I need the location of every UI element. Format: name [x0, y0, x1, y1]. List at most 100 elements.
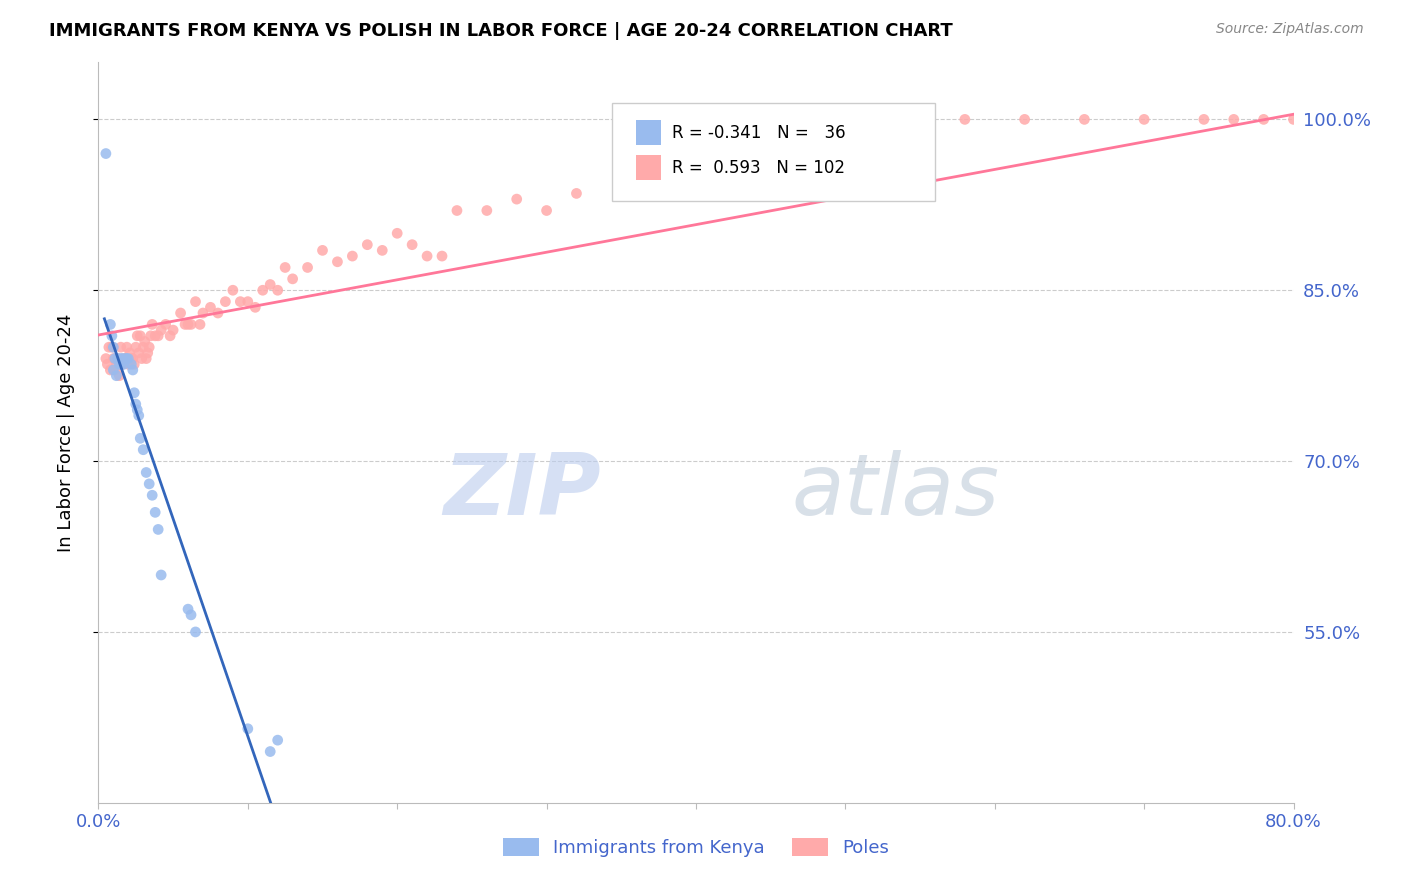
- Point: [110, 357, 132, 371]
- Point: [111, 351, 134, 366]
- Point: [191, 306, 214, 320]
- Point: [1298, 112, 1320, 127]
- Point: [1327, 112, 1350, 127]
- Point: [267, 283, 290, 297]
- Text: R = -0.341   N =   36: R = -0.341 N = 36: [672, 124, 845, 142]
- Point: [565, 186, 588, 201]
- Point: [245, 301, 267, 315]
- Point: [108, 357, 131, 371]
- Point: [132, 340, 155, 354]
- Point: [162, 323, 184, 337]
- Point: [94, 351, 117, 366]
- Point: [129, 431, 152, 445]
- Point: [267, 733, 290, 747]
- Point: [101, 340, 124, 354]
- Point: [401, 237, 423, 252]
- Point: [207, 306, 229, 320]
- Text: Source: ZipAtlas.com: Source: ZipAtlas.com: [1216, 22, 1364, 37]
- Point: [103, 363, 125, 377]
- Text: ZIP: ZIP: [443, 450, 600, 533]
- Point: [1343, 112, 1365, 127]
- Point: [136, 346, 159, 360]
- Point: [96, 357, 118, 371]
- Point: [894, 112, 917, 127]
- Point: [107, 351, 129, 366]
- Point: [536, 203, 558, 218]
- Point: [135, 466, 157, 480]
- Point: [1253, 112, 1275, 127]
- Point: [342, 249, 364, 263]
- Point: [180, 607, 202, 622]
- Point: [127, 328, 149, 343]
- Point: [117, 357, 139, 371]
- Point: [229, 294, 252, 309]
- Point: [103, 340, 125, 354]
- Point: [105, 368, 128, 383]
- Point: [714, 135, 737, 149]
- Point: [1282, 112, 1305, 127]
- Point: [1014, 112, 1036, 127]
- Point: [1133, 112, 1156, 127]
- Point: [1192, 112, 1215, 127]
- Point: [326, 254, 349, 268]
- Point: [103, 351, 125, 366]
- Point: [259, 745, 281, 759]
- Point: [101, 328, 124, 343]
- Point: [252, 283, 274, 297]
- Point: [129, 328, 152, 343]
- Point: [775, 112, 797, 127]
- Point: [610, 169, 633, 184]
- Point: [174, 318, 197, 332]
- Point: [141, 318, 163, 332]
- Point: [125, 340, 148, 354]
- Point: [184, 624, 207, 639]
- Point: [150, 323, 173, 337]
- Point: [118, 346, 141, 360]
- Point: [128, 346, 150, 360]
- Point: [124, 385, 146, 400]
- Point: [356, 237, 378, 252]
- Point: [104, 363, 127, 377]
- Point: [184, 294, 207, 309]
- Point: [97, 340, 120, 354]
- Point: [107, 351, 129, 366]
- Point: [115, 340, 138, 354]
- Point: [416, 249, 439, 263]
- Point: [112, 357, 135, 371]
- Point: [655, 158, 678, 172]
- Point: [112, 351, 135, 366]
- Point: [1402, 112, 1406, 127]
- Point: [132, 442, 155, 457]
- Point: [430, 249, 453, 263]
- Point: [134, 334, 156, 349]
- Point: [143, 505, 166, 519]
- Point: [98, 363, 122, 377]
- Point: [385, 227, 409, 241]
- Point: [131, 351, 153, 366]
- Point: [143, 328, 166, 343]
- Point: [128, 409, 150, 423]
- Point: [124, 357, 146, 371]
- Point: [506, 192, 529, 206]
- Point: [236, 294, 259, 309]
- Point: [1357, 112, 1379, 127]
- Point: [148, 523, 170, 537]
- Point: [139, 328, 162, 343]
- Point: [371, 244, 394, 258]
- Point: [446, 203, 468, 218]
- Text: atlas: atlas: [792, 450, 1000, 533]
- Point: [155, 318, 177, 332]
- Point: [188, 318, 211, 332]
- Point: [115, 351, 138, 366]
- Point: [159, 328, 181, 343]
- Point: [121, 363, 143, 377]
- Point: [180, 318, 202, 332]
- Point: [135, 351, 157, 366]
- Point: [222, 283, 245, 297]
- Point: [110, 340, 132, 354]
- Point: [1223, 112, 1246, 127]
- Point: [281, 272, 304, 286]
- Point: [114, 351, 136, 366]
- Point: [138, 340, 160, 354]
- Text: IMMIGRANTS FROM KENYA VS POLISH IN LABOR FORCE | AGE 20-24 CORRELATION CHART: IMMIGRANTS FROM KENYA VS POLISH IN LABOR…: [49, 22, 953, 40]
